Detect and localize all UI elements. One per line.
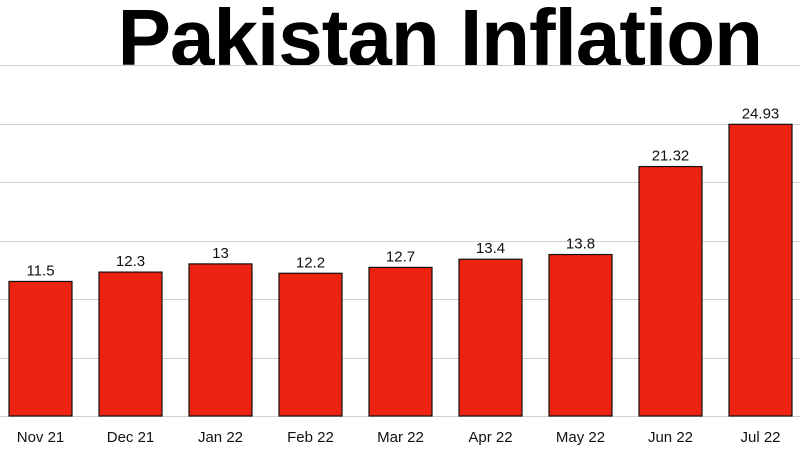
x-tick-label: Feb 22	[287, 429, 334, 446]
bar	[638, 165, 703, 417]
chart-title: Pakistan Inflation	[117, 0, 763, 82]
bar	[188, 263, 253, 417]
bar-value-label: 11.5	[26, 262, 54, 279]
bar-value-label: 21.32	[652, 148, 690, 165]
x-tick-label: Apr 22	[468, 429, 512, 446]
bar-value-label: 24.93	[742, 105, 780, 122]
x-tick-label: Jul 22	[740, 429, 780, 446]
bar-value-label: 12.2	[296, 254, 325, 271]
x-tick-label: Jun 22	[648, 429, 693, 446]
bar-value-label: 13.4	[476, 240, 505, 257]
bar	[548, 253, 613, 417]
bar	[728, 123, 793, 417]
bar-value-label: 12.3	[116, 253, 145, 270]
bar	[8, 280, 73, 417]
x-tick-label: May 22	[556, 429, 605, 446]
bar-value-label: 12.7	[386, 248, 415, 265]
x-tick-label: Jan 22	[198, 429, 243, 446]
bar-value-label: 13	[212, 245, 229, 262]
bar-value-label: 13.8	[566, 236, 595, 253]
x-tick-label: Nov 21	[17, 429, 65, 446]
x-tick-label: Dec 21	[107, 429, 155, 446]
x-tick-labels: Nov 21 Dec 21 Jan 22 Feb 22 Mar 22 Apr 22 May …	[17, 429, 781, 446]
bar	[368, 266, 433, 417]
bar	[278, 272, 343, 417]
bar	[98, 271, 163, 417]
bars	[8, 123, 793, 417]
bar	[458, 258, 523, 417]
x-tick-label: Mar 22	[377, 429, 424, 446]
value-labels: 11.5 12.3 13 12.2 12.7 13.4 13.8 21.32 24.93	[26, 105, 779, 279]
